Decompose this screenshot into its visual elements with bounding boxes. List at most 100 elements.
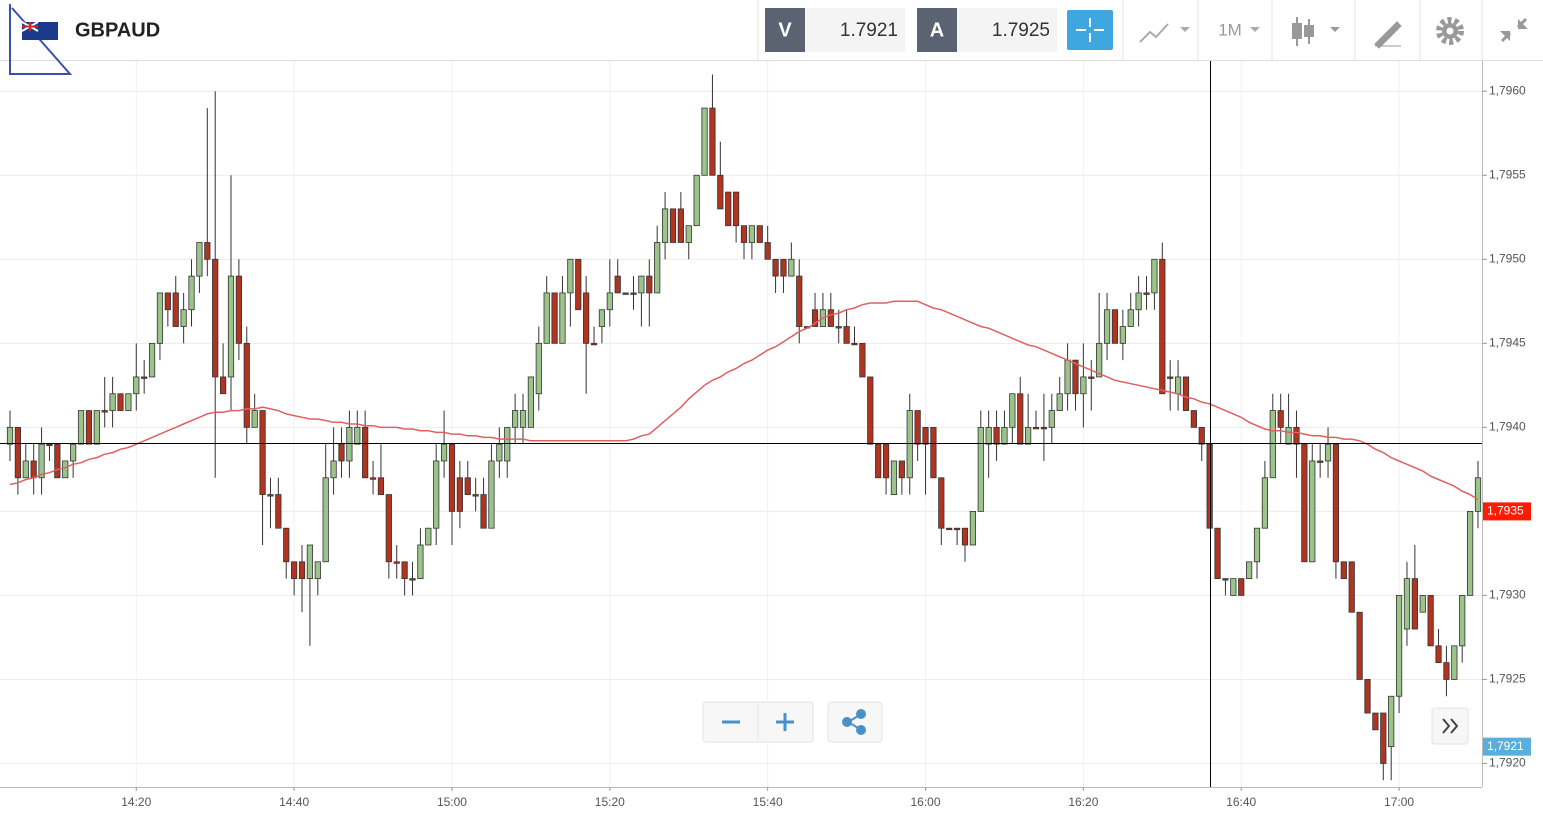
candle-body xyxy=(1151,258,1158,294)
collapse-button[interactable] xyxy=(1500,17,1528,43)
candle-body xyxy=(54,443,61,479)
candle-body xyxy=(875,443,882,479)
candle-body xyxy=(259,410,266,495)
candle-body xyxy=(109,393,116,411)
price-label-box xyxy=(1483,502,1531,521)
indicator-button[interactable] xyxy=(1139,23,1190,43)
candle-body xyxy=(291,561,298,580)
candle-body xyxy=(62,460,69,479)
candle-body xyxy=(1324,443,1332,462)
ask-price[interactable]: 1.7925 xyxy=(992,20,1050,41)
zoom-controls xyxy=(702,701,1469,745)
candle-body xyxy=(1364,679,1371,714)
candle-body xyxy=(1443,662,1450,680)
candle-body xyxy=(1395,595,1403,697)
crosshair-icon xyxy=(1076,18,1104,42)
candle-body xyxy=(164,292,171,311)
candle-body xyxy=(496,443,503,462)
candle-body xyxy=(969,510,976,546)
candle-body xyxy=(1427,595,1434,647)
candle-body xyxy=(180,309,187,327)
candle-body xyxy=(401,561,408,580)
y-tick-label: 1,7955 xyxy=(1489,167,1526,181)
candle-body xyxy=(6,426,14,445)
candle-body xyxy=(417,544,424,580)
bid-label-box[interactable] xyxy=(765,8,805,52)
chart-type-button[interactable] xyxy=(1292,17,1340,46)
candle-body xyxy=(614,275,621,294)
candle-body xyxy=(196,242,203,277)
candle-body xyxy=(717,174,724,210)
bid-label[interactable]: V xyxy=(778,19,792,41)
candle-body xyxy=(338,443,345,462)
candle-body xyxy=(543,292,550,344)
candle-body xyxy=(330,460,337,479)
candle-body xyxy=(677,208,684,243)
x-tick-label: 14:40 xyxy=(279,795,309,809)
draw-button[interactable] xyxy=(1374,21,1402,49)
ask-box[interactable] xyxy=(957,8,1057,52)
candle-body xyxy=(369,477,377,480)
period[interactable]: 1M xyxy=(1218,20,1242,39)
candle-body xyxy=(204,242,211,260)
candle-body xyxy=(788,258,795,277)
candle-body xyxy=(30,460,37,479)
candle-body xyxy=(938,477,945,529)
candle-body xyxy=(38,443,45,479)
candle-body xyxy=(219,376,227,395)
candle-body xyxy=(1467,510,1474,596)
candle-body xyxy=(733,191,740,227)
candle-body xyxy=(1261,477,1269,529)
candle-body xyxy=(409,578,416,581)
x-tick-label: 15:40 xyxy=(753,795,783,809)
x-tick-label: 16:20 xyxy=(1068,795,1098,809)
candle-body xyxy=(1143,292,1150,295)
y-tick-label: 1,7920 xyxy=(1489,756,1526,770)
candle-body xyxy=(1419,595,1426,613)
candle-body xyxy=(172,292,179,327)
candle-body xyxy=(1206,443,1213,529)
candle-body xyxy=(235,275,242,344)
candle-body xyxy=(1127,309,1134,327)
candle-body xyxy=(464,477,471,495)
candle-body xyxy=(1198,426,1205,445)
candle-body xyxy=(1032,426,1040,430)
candle-body xyxy=(322,477,329,563)
candle-body xyxy=(811,309,819,327)
candle-body xyxy=(14,426,21,479)
candle-body xyxy=(1182,376,1190,411)
selection-marker xyxy=(9,4,73,75)
candle-body xyxy=(953,527,961,531)
candle-body xyxy=(1332,443,1340,563)
bid-price[interactable]: 1.7921 xyxy=(840,20,898,41)
period-dropdown[interactable] xyxy=(1250,27,1260,32)
candle-body xyxy=(393,561,400,564)
ask-label[interactable]: A xyxy=(930,19,944,41)
crosshair-button[interactable] xyxy=(1067,10,1113,50)
candle-body xyxy=(425,527,432,546)
y-tick-label: 1,7930 xyxy=(1489,588,1526,602)
settings-button[interactable] xyxy=(1436,17,1464,45)
y-tick-label: 1,7960 xyxy=(1489,83,1526,97)
candle-body xyxy=(961,527,969,546)
candle-body xyxy=(46,443,53,447)
candle-body xyxy=(590,342,598,346)
candle-body xyxy=(283,527,290,563)
ask-label-box[interactable] xyxy=(917,8,957,52)
bid-box[interactable] xyxy=(805,8,905,52)
candle-body xyxy=(1317,460,1324,463)
candle-body xyxy=(630,292,637,295)
moving-average xyxy=(9,300,1479,501)
candle-body xyxy=(1253,527,1261,563)
y-tick-label: 1,7950 xyxy=(1489,251,1526,265)
candle-body xyxy=(977,426,984,512)
share-button[interactable] xyxy=(827,701,883,743)
zoom-in[interactable] xyxy=(776,713,794,731)
candle-body xyxy=(156,292,164,344)
candle-body xyxy=(267,494,274,497)
candle-body xyxy=(306,544,314,580)
candle-body xyxy=(890,460,898,495)
x-tick-label: 17:00 xyxy=(1384,795,1414,809)
candle-body xyxy=(1167,376,1174,379)
